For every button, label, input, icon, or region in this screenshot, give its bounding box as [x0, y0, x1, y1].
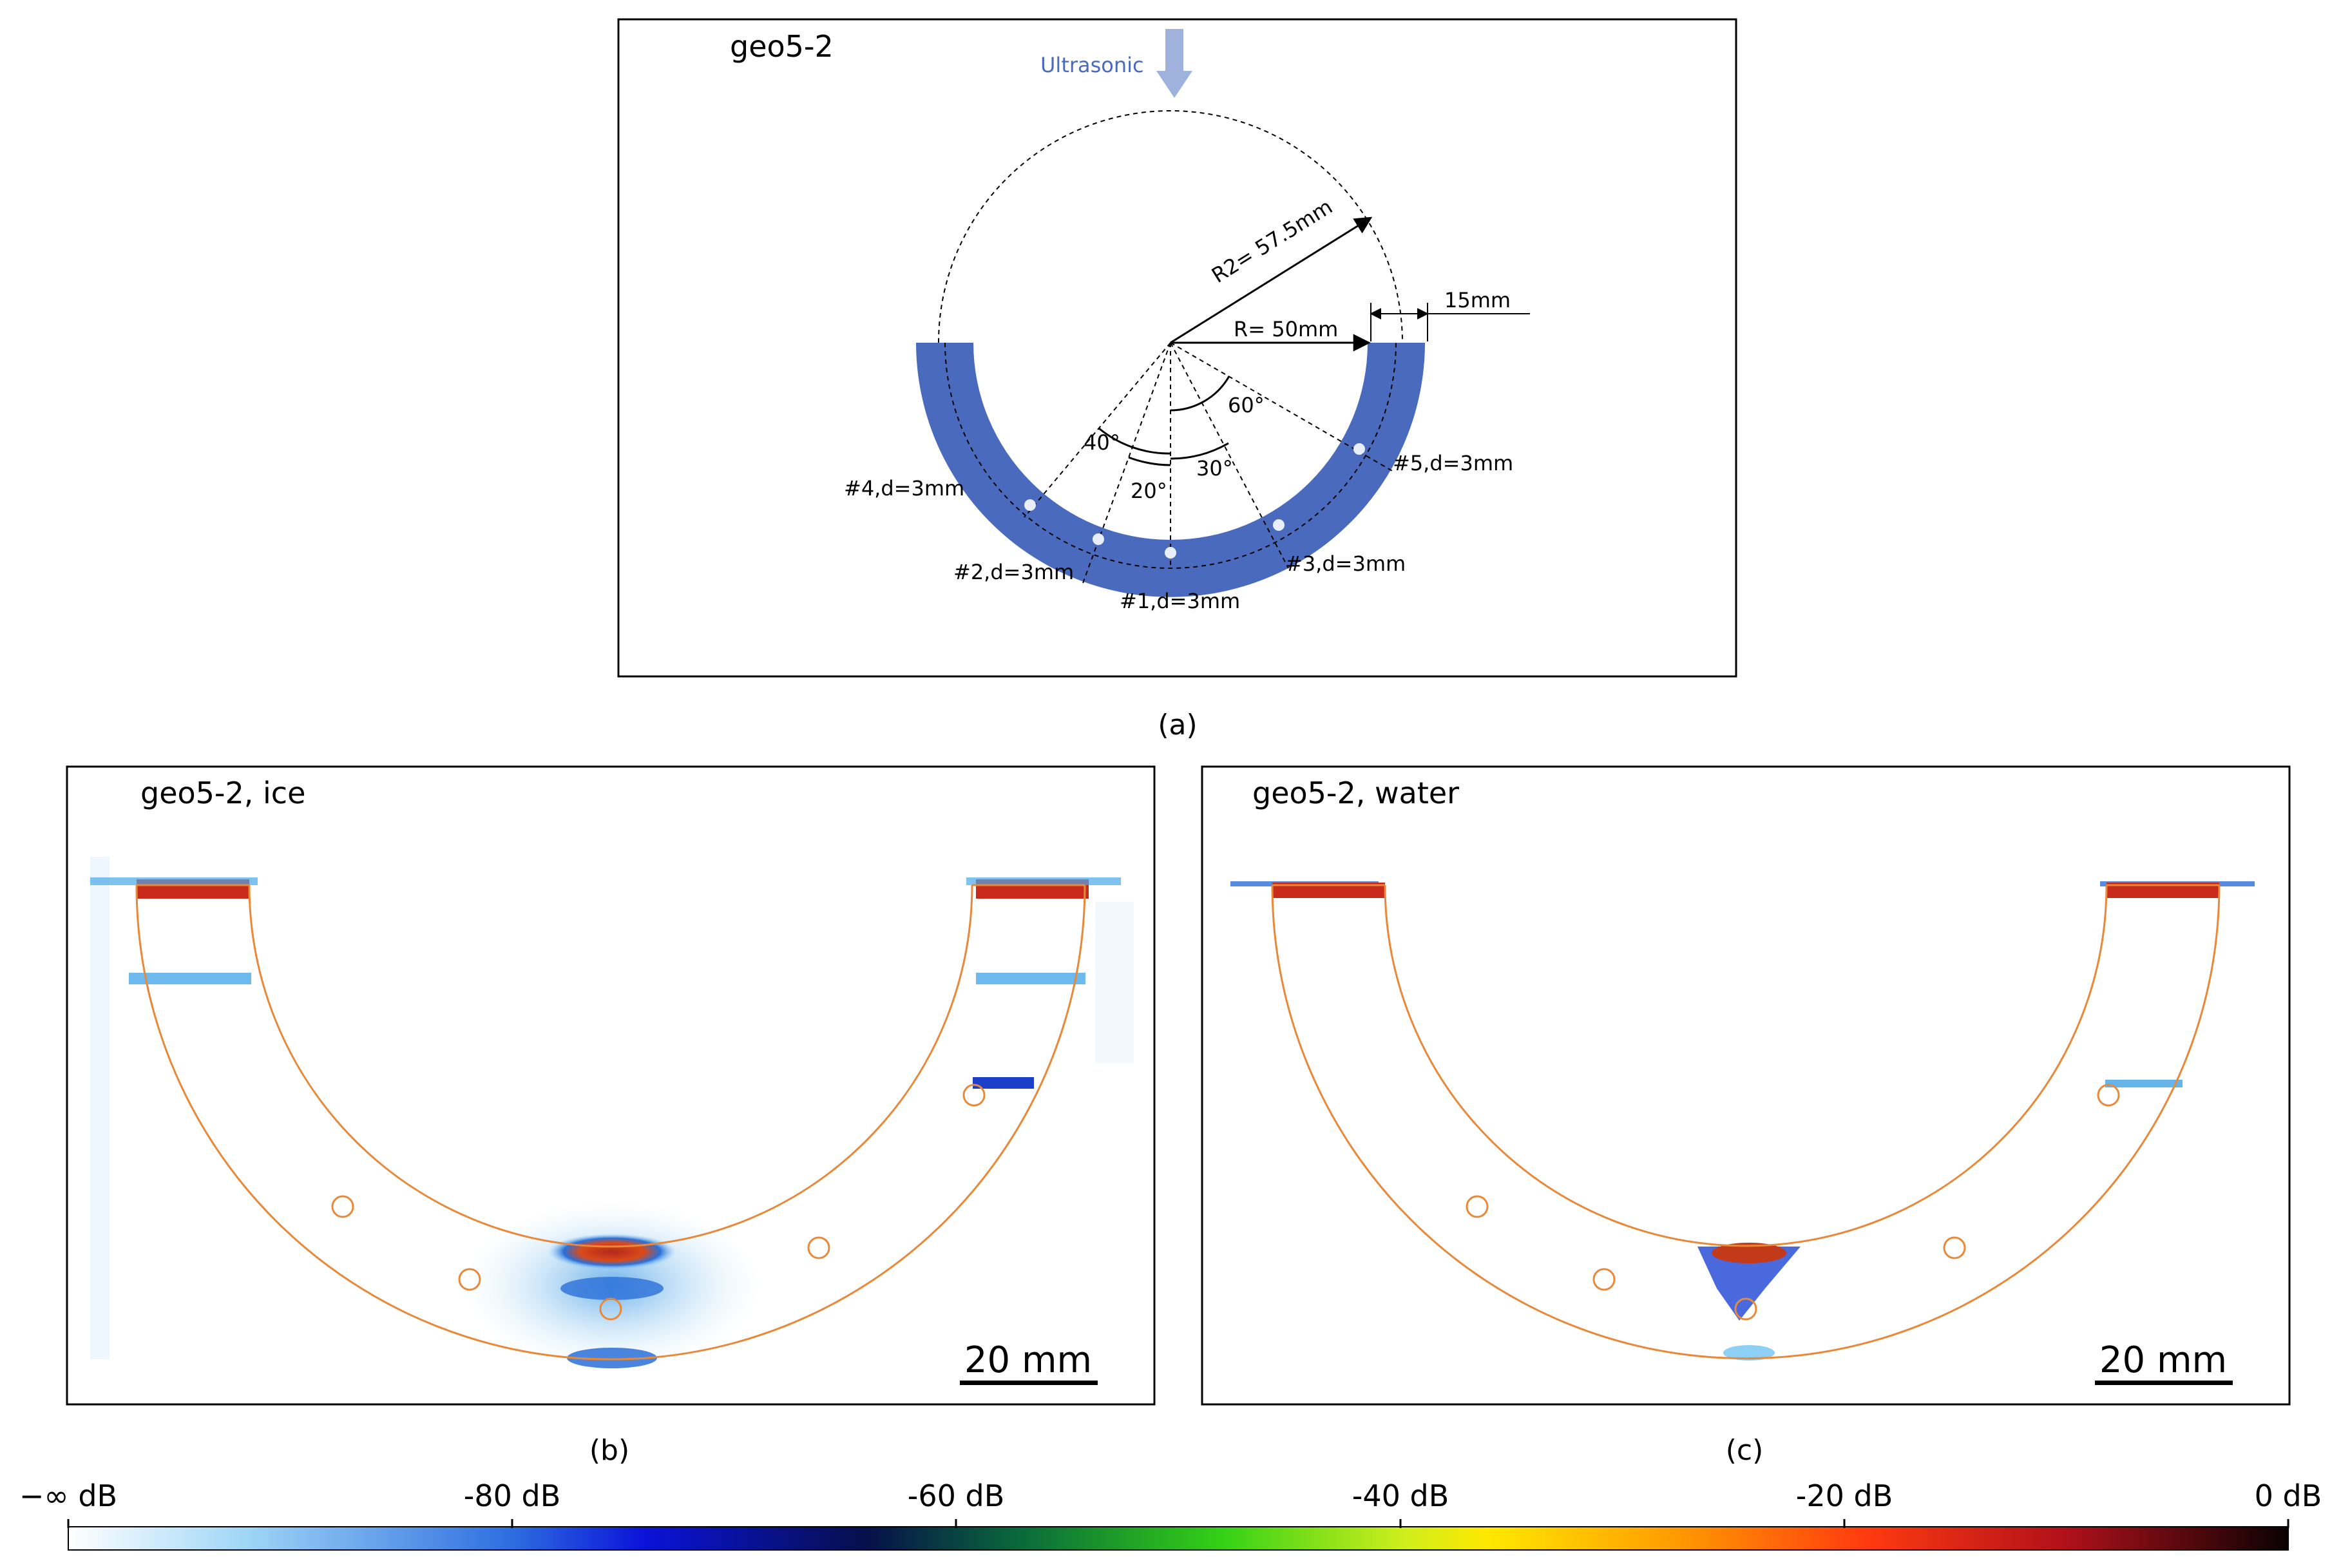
thickness-label: 15mm: [1444, 288, 1511, 312]
panel-b-title: geo5-2, ice: [140, 776, 305, 810]
colorbar-tick-3: -40 dB: [1352, 1478, 1449, 1513]
panel-a: geo5-2 Ultrasonic 60° 40°: [617, 18, 1737, 678]
hole-4: [1024, 499, 1036, 511]
angle-arcs: [1098, 376, 1230, 466]
caption-c: (c): [1726, 1434, 1764, 1467]
panel-c: geo5-2, water 20 mm: [1201, 765, 2291, 1406]
colorbar-tick-1: -80 dB: [464, 1478, 561, 1513]
colorbar-tick-5: 0 dB: [2255, 1478, 2322, 1513]
panel-c-title: geo5-2, water: [1252, 776, 1459, 810]
angle-40-label: 40°: [1084, 430, 1120, 455]
geometry-outline: [135, 884, 1086, 1361]
hole-5-label: #5,d=3mm: [1393, 451, 1513, 475]
holes: [1024, 443, 1365, 559]
r2-arrow: [1170, 216, 1373, 344]
hole-2-label: #2,d=3mm: [953, 560, 1074, 584]
hole-3-label: #3,d=3mm: [1285, 551, 1406, 576]
hole-4-label: #4,d=3mm: [844, 476, 964, 501]
caption-a: (a): [1158, 709, 1197, 741]
geometry-outline-c: [1271, 884, 2221, 1360]
panel-b-scalebar-label: 20 mm: [964, 1339, 1092, 1381]
hole-2: [1093, 533, 1104, 545]
colorbar-tick-4: -20 dB: [1796, 1478, 1893, 1513]
panel-b-scalebar: [960, 1381, 1098, 1385]
radial-lines: [1024, 342, 1394, 586]
angle-30-label: 30°: [1196, 456, 1233, 481]
thickness-dimension: [1370, 303, 1530, 341]
colorbar-tick-marks: [67, 1519, 2289, 1528]
colorbar-gradient: [68, 1526, 2289, 1551]
blue-ring: [916, 343, 1425, 597]
panel-a-title: geo5-2: [730, 29, 834, 64]
panel-b: geo5-2, ice 20 mm: [66, 765, 1156, 1406]
hole-1-label: #1,d=3mm: [1120, 589, 1240, 613]
ultrasonic-arrow-icon: [1156, 29, 1192, 98]
hole-1: [1165, 547, 1176, 559]
hole-arc: [944, 342, 1397, 569]
panel-c-scalebar-label: 20 mm: [2099, 1339, 2227, 1381]
r-label: R= 50mm: [1234, 317, 1338, 341]
angle-60-label: 60°: [1228, 393, 1265, 417]
ultrasonic-label: Ultrasonic: [1040, 53, 1144, 77]
caption-b: (b): [589, 1434, 629, 1467]
angle-20-label: 20°: [1131, 479, 1167, 503]
artifact-hole-1-c: [1712, 1243, 1786, 1263]
colorbar-tick-2: -60 dB: [908, 1478, 1005, 1513]
colorbar: −∞ dB -80 dB -60 dB -40 dB -20 dB 0 dB: [19, 1478, 2322, 1551]
artifact-hole-1: [548, 1234, 676, 1270]
colorbar-tick-0: −∞ dB: [19, 1478, 117, 1513]
hole-5: [1353, 443, 1365, 455]
panel-c-scalebar: [2095, 1381, 2233, 1385]
hole-3: [1273, 519, 1285, 531]
